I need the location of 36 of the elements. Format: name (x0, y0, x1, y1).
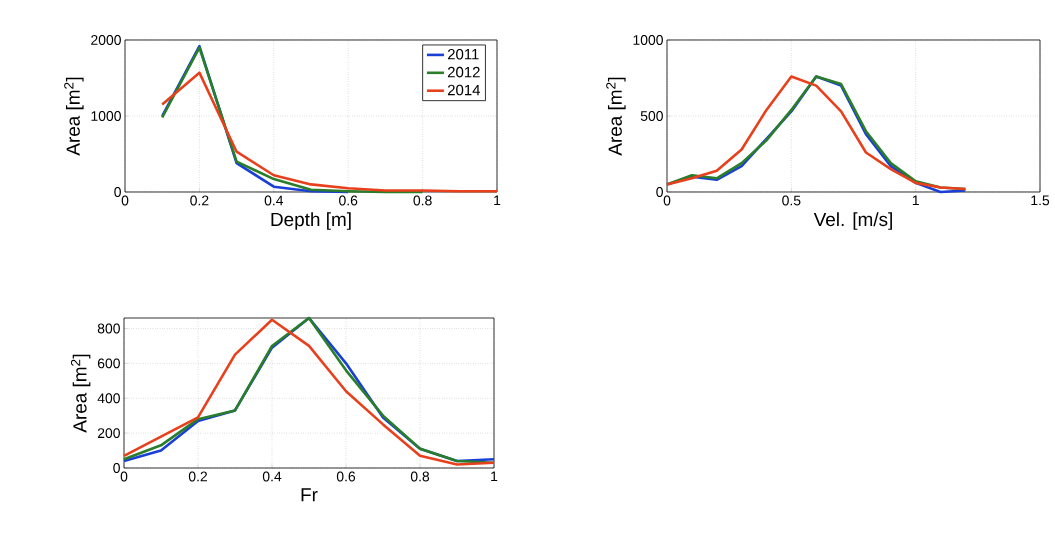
y-tick-label: 2000 (91, 35, 121, 45)
y-tick-label: 500 (640, 111, 663, 121)
x-tick-label: 0.2 (190, 195, 209, 206)
x-tick-label: 1 (912, 195, 919, 206)
x-axis-title: Depth [m] (271, 212, 351, 230)
x-tick-label: 0.4 (264, 195, 284, 206)
x-tick-label: 1 (491, 471, 498, 482)
legend-label: 2012 (447, 66, 480, 78)
y-tick-label: 800 (97, 323, 120, 334)
y-tick-label: 200 (97, 428, 120, 439)
y-tick-label: 0 (113, 463, 120, 473)
x-axis-title: Fr (301, 488, 318, 502)
x-tick-label: 0.2 (188, 471, 207, 482)
x-tick-label: 0.8 (410, 471, 430, 482)
x-tick-label: 0.6 (336, 471, 356, 482)
x-tick-label: 0 (120, 471, 128, 482)
x-tick-label: 0 (121, 195, 129, 206)
x-tick-label: 0.5 (782, 195, 801, 206)
x-axis-title: Vel. [m/s] (813, 212, 892, 230)
y-tick-label: 1000 (633, 35, 663, 45)
y-tick-label: 400 (97, 393, 120, 404)
y-tick-label: 0 (114, 187, 121, 197)
x-tick-label: 0 (663, 195, 671, 206)
y-tick-label: 1000 (91, 111, 121, 121)
y-tick-label: 600 (97, 358, 120, 369)
legend-label: 2011 (447, 48, 479, 60)
y-axis-title: Area [m$^{2}$] (70, 354, 91, 433)
x-tick-label: 0.6 (339, 195, 358, 206)
y-axis-title: Area [m$^{2}$] (64, 77, 84, 156)
y-axis-title: Area [m$^{2}$] (606, 77, 626, 156)
y-tick-label: 0 (656, 187, 663, 197)
x-tick-label: 1 (494, 195, 501, 206)
x-tick-label: 1.5 (1031, 195, 1050, 206)
x-tick-label: 0.4 (262, 471, 282, 482)
x-tick-label: 0.8 (413, 195, 432, 206)
legend-label: 2014 (447, 84, 481, 96)
